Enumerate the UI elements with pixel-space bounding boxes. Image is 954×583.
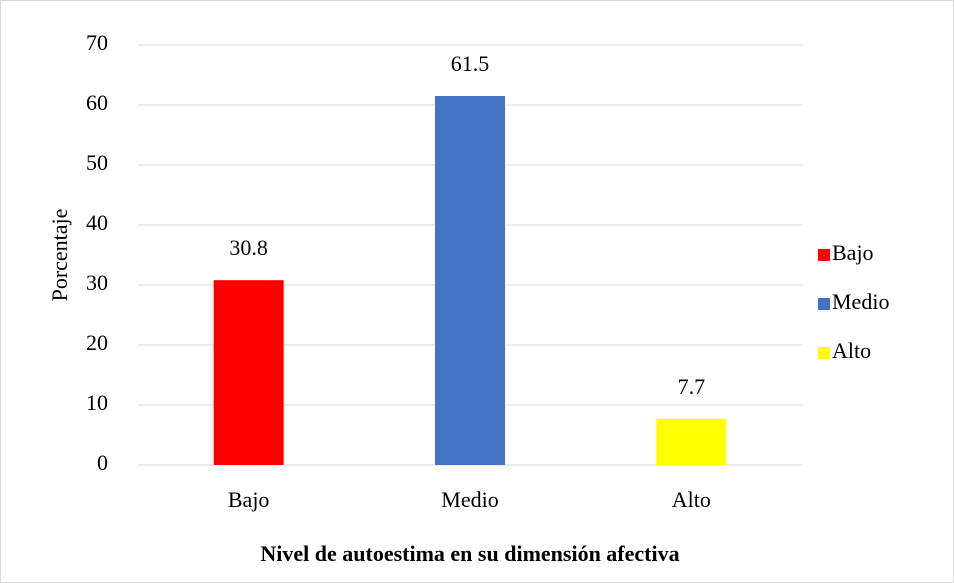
y-tick-label: 40 xyxy=(86,210,108,235)
bar xyxy=(435,96,505,465)
legend-swatch xyxy=(818,249,830,261)
legend-label: Medio xyxy=(832,289,889,314)
y-tick-label: 50 xyxy=(86,150,108,175)
y-tick-label: 30 xyxy=(86,270,108,295)
bar xyxy=(656,418,727,465)
legend-swatch xyxy=(818,347,830,359)
legend-label: Alto xyxy=(832,338,871,363)
x-tick-label: Alto xyxy=(672,487,711,512)
y-tick-label: 20 xyxy=(86,330,108,355)
y-tick-label: 70 xyxy=(86,30,108,55)
y-tick-label: 0 xyxy=(97,450,108,475)
y-axis-title: Porcentaje xyxy=(47,209,72,302)
data-label: 61.5 xyxy=(451,51,490,76)
y-tick-label: 10 xyxy=(86,390,108,415)
bar xyxy=(213,280,284,465)
y-tick-label: 60 xyxy=(86,90,108,115)
legend-label: Bajo xyxy=(832,240,874,265)
data-label: 7.7 xyxy=(678,374,706,399)
data-label: 30.8 xyxy=(229,235,268,260)
x-tick-label: Bajo xyxy=(228,487,270,512)
x-axis-title: Nivel de autoestima en su dimensión afec… xyxy=(260,541,679,566)
x-tick-label: Medio xyxy=(441,487,498,512)
legend-swatch xyxy=(818,298,830,310)
